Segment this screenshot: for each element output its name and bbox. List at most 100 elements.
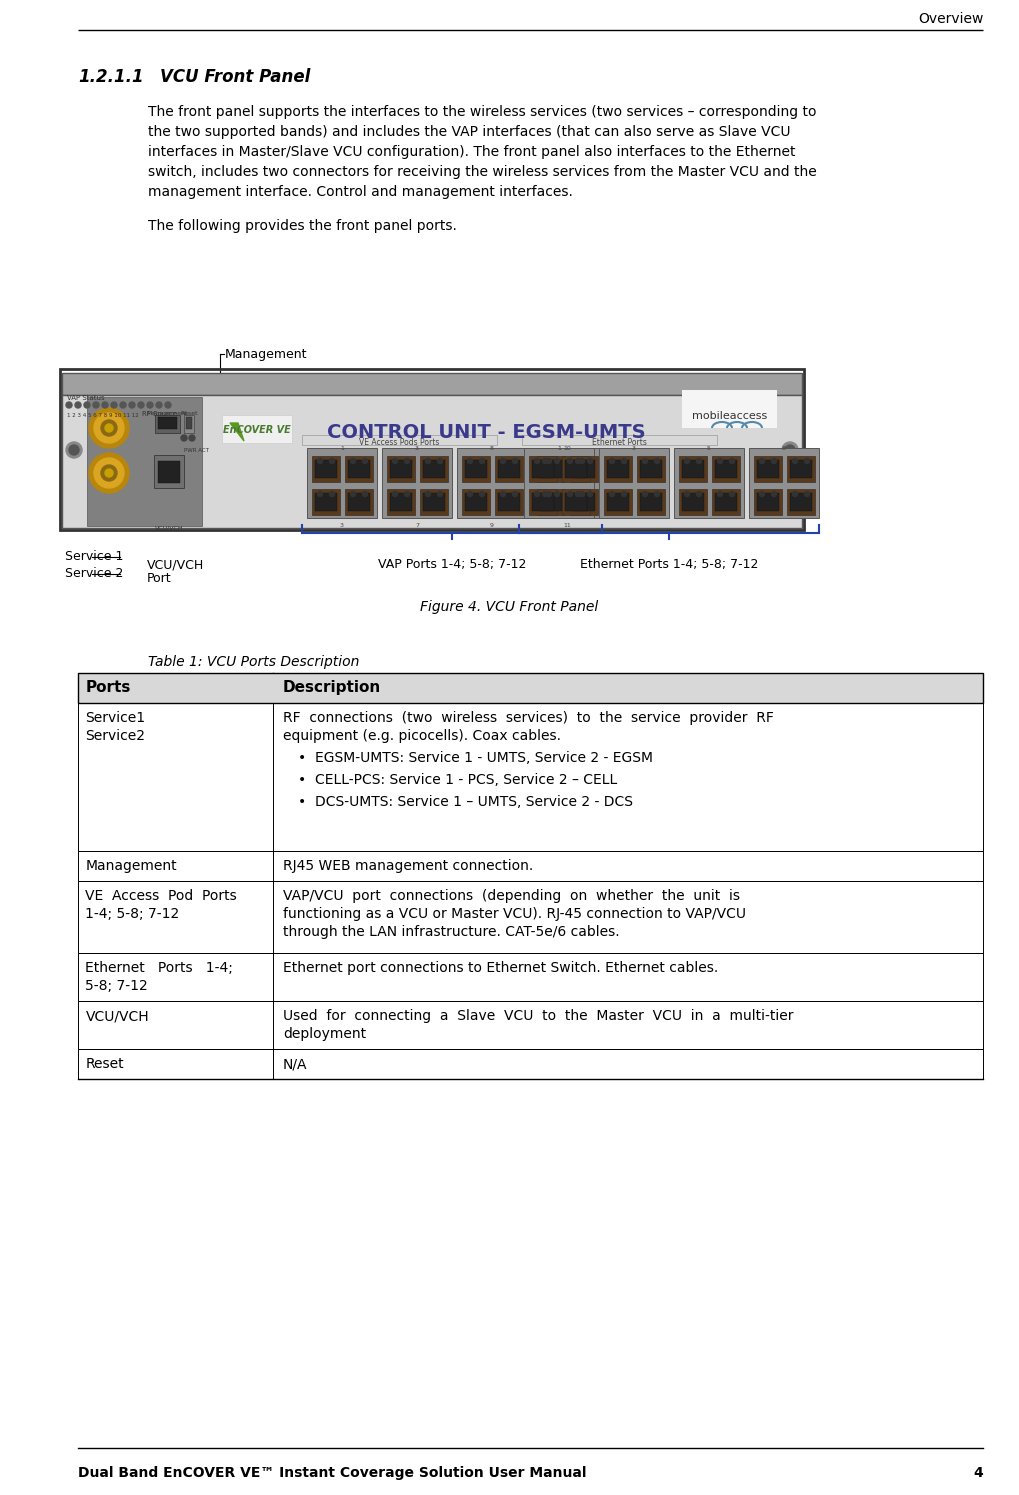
Bar [387, 456, 415, 481]
Circle shape [622, 459, 627, 463]
Circle shape [759, 459, 764, 463]
Circle shape [147, 402, 153, 408]
Circle shape [804, 492, 809, 496]
Circle shape [793, 492, 798, 496]
Text: CONTROL UNIT - EGSM-UMTS: CONTROL UNIT - EGSM-UMTS [327, 423, 646, 443]
Circle shape [426, 459, 430, 463]
Circle shape [392, 492, 397, 496]
Bar [498, 493, 520, 511]
Text: 1 2 3 4 5 6 7 8 9 10 11 12: 1 2 3 4 5 6 7 8 9 10 11 12 [67, 413, 139, 419]
Text: Management: Management [86, 860, 177, 873]
Circle shape [513, 492, 518, 496]
Bar [390, 460, 412, 478]
Circle shape [685, 459, 690, 463]
Bar [348, 460, 370, 478]
Circle shape [588, 492, 592, 496]
Circle shape [351, 459, 356, 463]
Circle shape [643, 492, 647, 496]
Circle shape [717, 492, 722, 496]
Text: 4: 4 [973, 1467, 983, 1480]
Circle shape [717, 459, 722, 463]
Circle shape [535, 459, 539, 463]
Bar [498, 460, 520, 478]
Bar [604, 456, 632, 481]
Circle shape [771, 492, 776, 496]
Bar [532, 448, 602, 517]
Circle shape [554, 492, 559, 496]
Circle shape [568, 492, 573, 496]
Circle shape [66, 402, 72, 408]
Circle shape [685, 492, 690, 496]
Text: Port: Port [147, 573, 171, 585]
Bar [573, 460, 595, 478]
Text: 10: 10 [564, 446, 571, 451]
Text: The front panel supports the interfaces to the wireless services (two services –: The front panel supports the interfaces … [148, 105, 816, 120]
Bar [382, 448, 452, 517]
Circle shape [576, 459, 581, 463]
Bar [637, 489, 665, 514]
Bar [754, 456, 782, 481]
Text: 1: 1 [557, 446, 560, 451]
Bar [154, 454, 184, 487]
Text: •  CELL-PCS: Service 1 - PCS, Service 2 – CELL: • CELL-PCS: Service 1 - PCS, Service 2 –… [298, 773, 618, 786]
Bar [307, 448, 377, 517]
Polygon shape [230, 423, 244, 441]
Bar [565, 493, 587, 511]
Text: deployment: deployment [283, 1027, 366, 1041]
Text: 1-4; 5-8; 7-12: 1-4; 5-8; 7-12 [86, 907, 179, 921]
Text: Ethernet port connections to Ethernet Switch. Ethernet cables.: Ethernet port connections to Ethernet Sw… [283, 961, 718, 975]
Bar [423, 493, 445, 511]
Bar [465, 460, 487, 478]
Text: VAP Status: VAP Status [67, 395, 105, 401]
Bar [78, 703, 983, 851]
Circle shape [759, 492, 764, 496]
Text: Ethernet Ports: Ethernet Ports [592, 438, 646, 447]
Circle shape [138, 402, 144, 408]
Text: Reset: Reset [86, 1057, 124, 1070]
Circle shape [66, 443, 82, 457]
Bar [532, 493, 554, 511]
Bar [462, 456, 490, 481]
Circle shape [654, 492, 659, 496]
Circle shape [480, 459, 484, 463]
Bar [570, 489, 598, 514]
Text: EnCOVER VE: EnCOVER VE [223, 425, 290, 435]
Bar [607, 493, 629, 511]
Bar [302, 435, 497, 446]
Text: switch, includes two connectors for receiving the wireless services from the Mas: switch, includes two connectors for rece… [148, 164, 816, 179]
Text: interfaces in Master/Slave VCU configuration). The front panel also interfaces t: interfaces in Master/Slave VCU configura… [148, 145, 795, 158]
Text: VAP/VCU  port  connections  (depending  on  whether  the  unit  is: VAP/VCU port connections (depending on w… [283, 890, 740, 903]
Circle shape [500, 459, 505, 463]
Circle shape [546, 459, 551, 463]
Text: Dual Band EnCOVER VE™ Instant Coverage Solution User Manual: Dual Band EnCOVER VE™ Instant Coverage S… [78, 1467, 587, 1480]
Circle shape [156, 402, 162, 408]
Text: management interface. Control and management interfaces.: management interface. Control and manage… [148, 185, 573, 199]
Bar [62, 395, 802, 528]
Bar [184, 416, 194, 434]
Text: through the LAN infrastructure. CAT-5e/6 cables.: through the LAN infrastructure. CAT-5e/6… [283, 925, 620, 939]
Text: equipment (e.g. picocells). Coax cables.: equipment (e.g. picocells). Coax cables. [283, 730, 561, 743]
Text: 5: 5 [707, 446, 711, 451]
Bar [682, 460, 704, 478]
Circle shape [771, 459, 776, 463]
Circle shape [437, 459, 442, 463]
Bar [529, 489, 557, 514]
Circle shape [546, 492, 551, 496]
Circle shape [804, 459, 809, 463]
Bar [562, 456, 590, 481]
Bar [640, 493, 662, 511]
Bar [749, 448, 819, 517]
Bar [312, 489, 340, 514]
Bar [682, 390, 777, 428]
Bar [524, 448, 594, 517]
Bar [562, 489, 590, 514]
Bar [607, 460, 629, 478]
Bar [679, 456, 707, 481]
Circle shape [513, 459, 518, 463]
Text: 3: 3 [415, 446, 419, 451]
Circle shape [69, 446, 79, 454]
Bar [158, 417, 177, 429]
Text: Overview: Overview [918, 12, 983, 25]
Circle shape [318, 492, 322, 496]
Bar [78, 1049, 983, 1079]
